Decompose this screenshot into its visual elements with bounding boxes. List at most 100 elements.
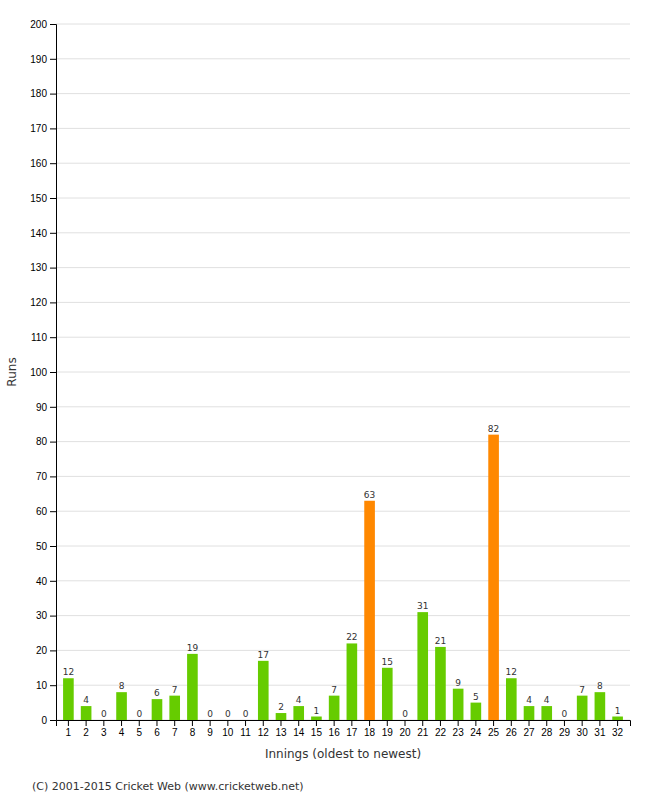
data-label: 82 [488,424,499,434]
x-axis-title: Innings (oldest to newest) [265,747,421,761]
x-tick: 21 [417,720,429,738]
data-label: 4 [544,695,550,705]
x-tick-mark [599,720,600,726]
y-tick: 0 [41,715,56,726]
data-label: 63 [364,490,375,500]
grid-line [56,302,630,303]
y-tick: 90 [36,402,56,413]
y-tick-label: 60 [36,506,48,517]
y-tick: 200 [30,19,56,30]
y-tick-mark [50,476,56,477]
bar [152,699,163,720]
x-tick-mark [440,720,441,726]
y-tick-label: 10 [36,680,48,691]
x-tick-label: 16 [329,727,341,738]
bar [205,720,216,721]
x-tick-label: 7 [172,727,178,738]
x-tick: 22 [435,720,447,738]
x-tick-label: 4 [119,727,125,738]
bar [187,654,198,720]
data-label: 7 [579,685,585,695]
y-tick: 180 [30,88,56,99]
chart: 1240806719000172417226315031219582124407… [0,0,650,800]
y-tick-label: 120 [30,297,47,308]
x-tick: 17 [346,720,358,738]
y-tick-mark [50,268,56,269]
bar [329,696,340,720]
grid-line [56,546,630,547]
y-tick-mark [50,546,56,547]
bar [471,703,482,720]
x-tick-mark [546,720,547,726]
x-tick: 12 [258,720,270,738]
x-tick-label: 25 [488,727,500,738]
x-tick: 18 [364,720,376,738]
grid-line [56,372,630,373]
y-tick-mark [50,720,56,721]
y-tick-mark [50,511,56,512]
y-tick-label: 150 [30,193,47,204]
x-tick: 14 [293,720,305,738]
x-axis-line [57,721,631,727]
bar [541,706,552,720]
x-tick: 2 [83,720,89,738]
y-tick-mark [50,233,56,234]
x-tick-mark [86,720,87,726]
grid-line [56,337,630,338]
x-tick: 15 [311,720,323,738]
data-label: 8 [597,681,603,691]
data-label: 4 [83,695,89,705]
x-tick: 10 [222,720,234,738]
x-tick: 8 [190,720,196,738]
data-label: 17 [258,650,269,660]
x-tick-mark [174,720,175,726]
y-tick: 100 [30,367,56,378]
bar [453,689,464,720]
y-tick-label: 130 [30,262,47,273]
y-tick: 120 [30,297,56,308]
x-tick-mark [405,720,406,726]
x-tick-label: 24 [470,727,482,738]
x-tick-label: 6 [154,727,160,738]
y-tick-mark [50,650,56,651]
x-tick-label: 19 [382,727,394,738]
x-tick: 28 [541,720,553,738]
y-axis-title: Runs [5,357,19,386]
data-label: 21 [435,636,446,646]
x-tick-mark [227,720,228,726]
y-tick-label: 200 [30,19,47,30]
y-tick: 160 [30,158,56,169]
grid-line [56,128,630,129]
data-label: 0 [402,709,408,719]
data-label: 4 [526,695,532,705]
y-tick-mark [50,581,56,582]
y-tick-label: 0 [41,715,47,726]
grid-line [56,163,630,164]
grid-line [56,685,630,686]
grid-line [56,511,630,512]
y-tick-mark [50,302,56,303]
y-tick-mark [50,372,56,373]
data-label: 0 [207,709,213,719]
x-tick-mark [493,720,494,726]
x-tick-mark [334,720,335,726]
y-tick-label: 80 [36,436,48,447]
y-tick: 40 [36,576,56,587]
x-tick: 6 [154,720,160,738]
x-axis: 1234567891011121314151617181920212223242… [57,720,631,738]
x-tick: 29 [559,720,571,738]
x-tick-label: 8 [190,727,196,738]
y-tick: 110 [31,332,56,343]
x-tick-mark [68,720,69,726]
y-tick-mark [50,24,56,25]
bar [99,720,110,721]
y-tick: 80 [36,436,56,447]
y-tick-mark [50,59,56,60]
y-tick-mark [50,442,56,443]
data-label: 19 [187,643,199,653]
x-tick: 30 [577,720,589,738]
x-tick: 26 [506,720,518,738]
x-tick-label: 23 [453,727,465,738]
y-tick: 130 [30,262,56,273]
y-tick-label: 50 [36,541,48,552]
